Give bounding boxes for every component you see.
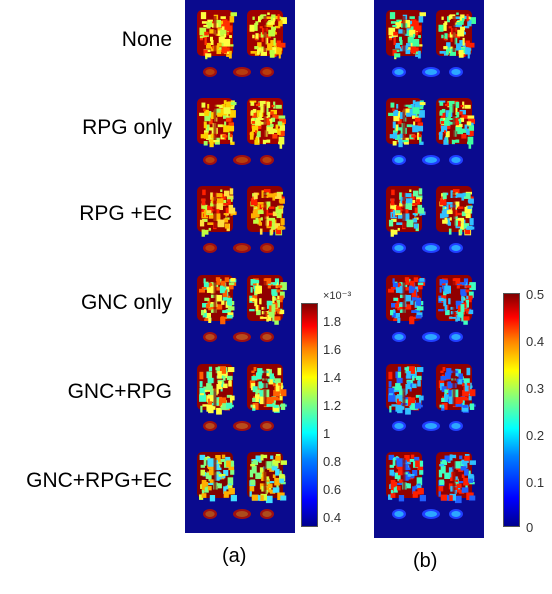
colorbar-a-tick: 1.2 [323, 398, 342, 413]
map-tile [386, 186, 475, 253]
row-label-gnc-only: GNC only [80, 291, 172, 314]
colorbar-a-tick: 1.8 [323, 314, 342, 329]
map-tile [197, 186, 286, 253]
row-label-rpg-ec: RPG +EC [79, 202, 172, 225]
colorbar-b-tick: 0.4 [526, 334, 545, 349]
row-label-gnc-rpg: GNC+RPG [67, 380, 172, 403]
map-tile [386, 275, 476, 342]
map-tile [197, 452, 287, 519]
colorbar-b-tick: 0.5 [526, 287, 545, 302]
colorbar-a-tick: 1.6 [323, 342, 342, 357]
colorbar-a [301, 303, 361, 533]
colorbar-a-multiplier: ×10⁻³ [323, 290, 352, 302]
colorbar-a-tick: 0.8 [323, 454, 342, 469]
panel-a-images [197, 10, 287, 519]
colorbar-b [503, 293, 548, 533]
map-tile [386, 98, 476, 165]
map-tile [386, 10, 476, 77]
colorbar-a-tick: 0.4 [323, 510, 342, 525]
colorbar-a-gradient [301, 303, 318, 527]
panel-b-images [386, 10, 476, 519]
map-tile [197, 364, 287, 431]
colorbar-b-tick: 0.1 [526, 475, 545, 490]
colorbar-b-gradient [503, 293, 520, 527]
colorbar-a-tick: 1.4 [323, 370, 342, 385]
colorbar-a-tick: 1 [323, 426, 331, 441]
image-panel-a [185, 0, 295, 533]
row-label-rpg-only: RPG only [82, 116, 172, 139]
image-panel-b [374, 0, 484, 538]
map-tile [197, 98, 287, 165]
caption-b: (b) [413, 550, 438, 572]
colorbar-a-tick: 0.6 [323, 482, 342, 497]
colorbar-b-tick: 0.2 [526, 428, 545, 443]
colorbar-b-tick: 0 [526, 520, 534, 535]
map-tile [386, 452, 476, 519]
map-tile [386, 364, 476, 431]
map-tile [197, 275, 287, 342]
caption-a: (a) [222, 545, 247, 567]
row-label-gnc-rpg-ec: GNC+RPG+EC [26, 469, 172, 492]
map-tile [197, 10, 287, 77]
colorbar-b-tick: 0.3 [526, 381, 545, 396]
row-label-none: None [121, 28, 172, 51]
